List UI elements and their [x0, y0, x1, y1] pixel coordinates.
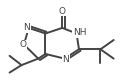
Text: O: O	[19, 40, 26, 49]
Text: N: N	[24, 23, 30, 32]
Text: NH: NH	[73, 28, 86, 37]
Text: N: N	[62, 55, 69, 64]
Text: O: O	[59, 7, 66, 16]
